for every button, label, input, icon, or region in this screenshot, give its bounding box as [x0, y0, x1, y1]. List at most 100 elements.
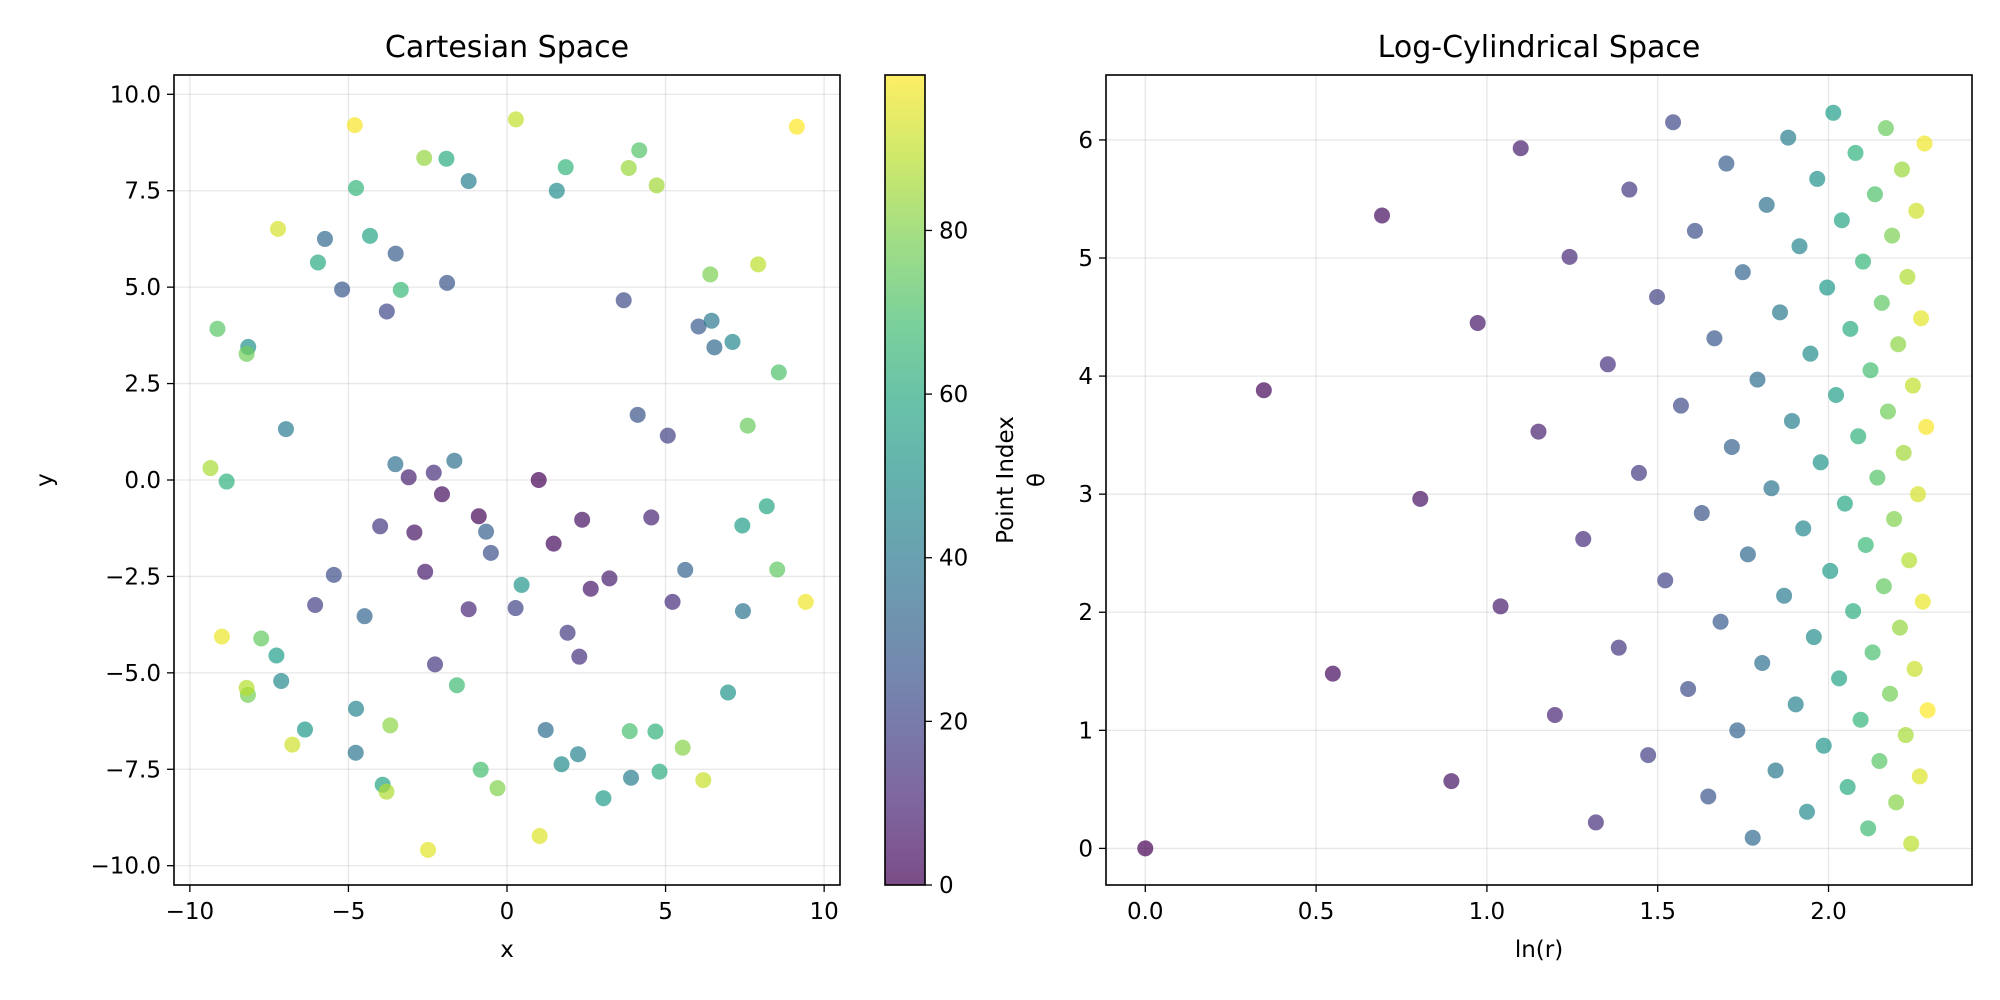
scatter-point	[1908, 202, 1925, 219]
scatter-point	[677, 561, 694, 578]
scatter-point	[1412, 490, 1429, 507]
scatter-point	[1839, 778, 1856, 795]
chart-title: Cartesian Space	[385, 30, 629, 65]
scatter-point	[238, 679, 255, 696]
scatter-point	[1744, 829, 1761, 846]
scatter-point	[1255, 382, 1272, 399]
scatter-point	[1469, 314, 1486, 331]
x-tick-label: −5	[331, 899, 365, 925]
scatter-point	[309, 254, 326, 271]
x-tick-label: 0.0	[1127, 899, 1164, 925]
scatter-point	[238, 345, 255, 362]
scatter-point	[507, 111, 524, 128]
scatter-point	[213, 628, 230, 645]
scatter-point	[1836, 495, 1853, 512]
scatter-point	[571, 648, 588, 665]
scatter-point	[1890, 336, 1907, 353]
scatter-point	[1904, 377, 1921, 394]
colorbar-frame	[884, 74, 926, 886]
scatter-point	[695, 772, 712, 789]
scatter-point	[1860, 820, 1877, 837]
colorbar-tick-label: 0	[939, 873, 954, 899]
scatter-point	[1700, 788, 1717, 805]
scatter-point	[1374, 207, 1391, 224]
scatter-point	[348, 700, 365, 717]
scatter-point	[378, 303, 395, 320]
scatter-point	[1871, 753, 1888, 770]
colorbar-gradient	[885, 75, 925, 885]
scatter-point	[1640, 747, 1657, 764]
scatter-point	[489, 780, 506, 797]
scatter-point	[1852, 711, 1869, 728]
scatter-point	[1899, 268, 1916, 285]
scatter-point	[648, 177, 665, 194]
grid	[174, 75, 840, 885]
scatter-point	[513, 576, 530, 593]
scatter-point	[1906, 660, 1923, 677]
scatter-point	[595, 790, 612, 807]
scatter-point	[387, 245, 404, 262]
scatter-point	[1443, 773, 1460, 790]
y-tick-label: 7.5	[124, 179, 161, 205]
scatter-point	[1916, 135, 1933, 152]
scatter-point	[1693, 505, 1710, 522]
scatter-point	[378, 783, 395, 800]
cartesian-panel: Cartesian Space −10 −5 0 5 10 −10.0 −7.5 −5.0 −2…	[32, 30, 841, 963]
scatter-point	[557, 159, 574, 176]
scatter-point	[706, 339, 723, 356]
scatter-point	[651, 763, 668, 780]
scatter-point	[690, 318, 707, 335]
scatter-point	[446, 452, 463, 469]
scatter-point	[1561, 248, 1578, 265]
scatter-point	[629, 406, 646, 423]
scatter-point	[1772, 304, 1789, 321]
scatter-point	[1672, 397, 1689, 414]
scatter-point	[273, 672, 290, 689]
scatter-point	[1492, 598, 1509, 615]
x-tick-label: −10	[166, 899, 215, 925]
scatter-point	[1546, 706, 1563, 723]
scatter-point	[438, 150, 455, 167]
scatter-point	[1512, 140, 1529, 157]
scatter-point	[1686, 222, 1703, 239]
scatter-point	[1815, 737, 1832, 754]
scatter-point	[427, 656, 444, 673]
scatter-point	[1879, 403, 1896, 420]
scatter-point	[460, 601, 477, 618]
y-tick-label: 2	[1078, 600, 1093, 626]
x-axis-label: x	[500, 937, 514, 963]
x-tick-label: 10	[810, 899, 839, 925]
scatter-point	[601, 570, 618, 587]
grid	[1106, 75, 1972, 885]
scatter-point	[758, 498, 775, 515]
y-tick-label: −10.0	[91, 854, 161, 880]
scatter-point	[1831, 670, 1848, 687]
y-tick-label: 4	[1078, 364, 1093, 390]
y-tick-label: 10.0	[110, 82, 161, 108]
scatter-point	[448, 677, 465, 694]
scatter-point	[307, 596, 324, 613]
axis-ticks: −10 −5 0 5 10 −10.0 −7.5 −5.0 −2.5 0.0 2.5 5.0 7.5 10…	[91, 82, 839, 925]
scatter-point	[643, 509, 660, 526]
scatter-point	[334, 281, 351, 298]
scatter-point	[1798, 803, 1815, 820]
scatter-point	[530, 472, 547, 488]
scatter-point	[284, 736, 301, 753]
scatter-point	[1913, 310, 1930, 327]
scatter-point	[1805, 629, 1822, 646]
scatter-point	[387, 456, 404, 473]
y-tick-label: 5.0	[124, 275, 161, 301]
scatter-point	[1866, 186, 1883, 203]
scatter-point	[1780, 129, 1797, 146]
scatter-point	[548, 182, 565, 199]
scatter-point	[559, 624, 576, 641]
scatter-point	[1630, 464, 1647, 481]
scatter-point	[478, 523, 495, 540]
scatter-point	[621, 723, 638, 740]
scatter-point	[1914, 593, 1931, 610]
scatter-point	[570, 746, 587, 763]
scatter-point	[674, 739, 691, 756]
y-tick-label: 0.0	[124, 468, 161, 494]
log-cylindrical-panel: Log-Cylindrical Space 0.0 0.5 1.0 1.5 2.0 0 1 2…	[1024, 30, 1973, 963]
scatter-point	[316, 230, 333, 247]
